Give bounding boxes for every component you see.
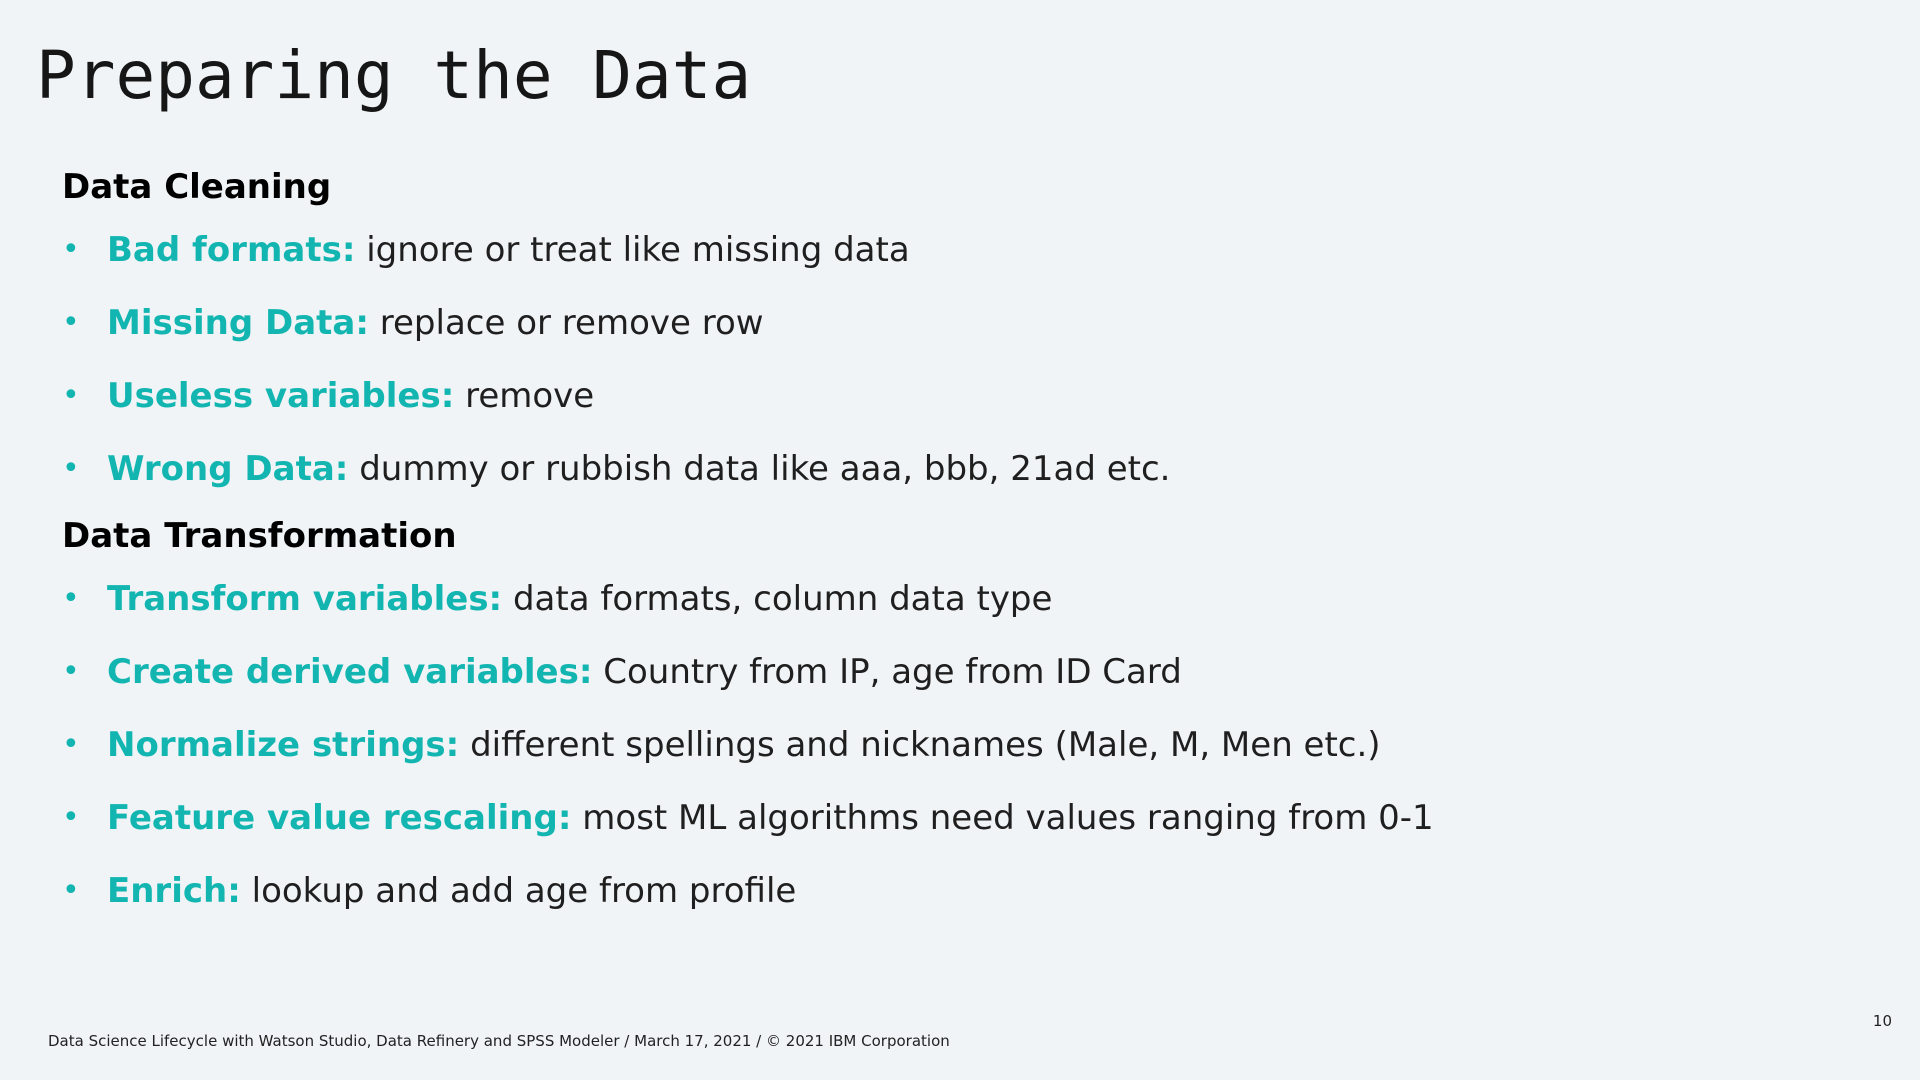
item-term: Bad formats:	[107, 229, 356, 270]
list-item: • Create derived variables: Country from…	[62, 635, 1762, 708]
item-description: ignore or treat like missing data	[366, 229, 910, 270]
section-heading-data-transformation: Data Transformation	[62, 515, 457, 556]
item-description: data formats, column data type	[512, 578, 1053, 619]
item-description: lookup and add age from profile	[251, 870, 797, 911]
bullet-dot-icon: •	[62, 377, 80, 413]
item-term: Wrong Data:	[107, 448, 349, 489]
bullet-dot-icon: •	[62, 450, 80, 486]
item-term: Normalize strings:	[107, 724, 460, 765]
bullet-dot-icon: •	[62, 799, 80, 835]
bullet-dot-icon: •	[62, 653, 80, 689]
item-description: most ML algorithms need values ranging f…	[582, 797, 1434, 838]
bullet-dot-icon: •	[62, 580, 80, 616]
item-term: Enrich:	[107, 870, 241, 911]
slide-footer: Data Science Lifecycle with Watson Studi…	[48, 1032, 950, 1050]
list-item: • Useless variables: remove	[62, 359, 1762, 432]
list-item: • Normalize strings: different spellings…	[62, 708, 1762, 781]
item-description: dummy or rubbish data like aaa, bbb, 21a…	[359, 448, 1171, 489]
item-term: Feature value rescaling:	[107, 797, 572, 838]
item-term: Transform variables:	[107, 578, 503, 619]
page-number: 10	[1872, 1012, 1892, 1030]
item-description: replace or remove row	[379, 302, 764, 343]
list-item: • Bad formats: ignore or treat like miss…	[62, 213, 1762, 286]
slide-content: Data Cleaning • Bad formats: ignore or t…	[62, 160, 1762, 927]
list-item: • Missing Data: replace or remove row	[62, 286, 1762, 359]
list-item: • Wrong Data: dummy or rubbish data like…	[62, 432, 1762, 505]
bullet-dot-icon: •	[62, 231, 80, 267]
item-term: Create derived variables:	[107, 651, 593, 692]
bullet-list-data-cleaning: • Bad formats: ignore or treat like miss…	[62, 213, 1762, 505]
item-term: Missing Data:	[107, 302, 369, 343]
item-description: remove	[465, 375, 595, 416]
slide-title: Preparing the Data	[36, 37, 752, 114]
item-term: Useless variables:	[107, 375, 455, 416]
list-item: • Enrich: lookup and add age from profil…	[62, 854, 1762, 927]
list-item: • Feature value rescaling: most ML algor…	[62, 781, 1762, 854]
section-heading-data-cleaning: Data Cleaning	[62, 166, 332, 207]
item-description: different spellings and nicknames (Male,…	[470, 724, 1381, 765]
bullet-list-data-transformation: • Transform variables: data formats, col…	[62, 562, 1762, 927]
bullet-dot-icon: •	[62, 872, 80, 908]
list-item: • Transform variables: data formats, col…	[62, 562, 1762, 635]
bullet-dot-icon: •	[62, 726, 80, 762]
bullet-dot-icon: •	[62, 304, 80, 340]
item-description: Country from IP, age from ID Card	[603, 651, 1182, 692]
